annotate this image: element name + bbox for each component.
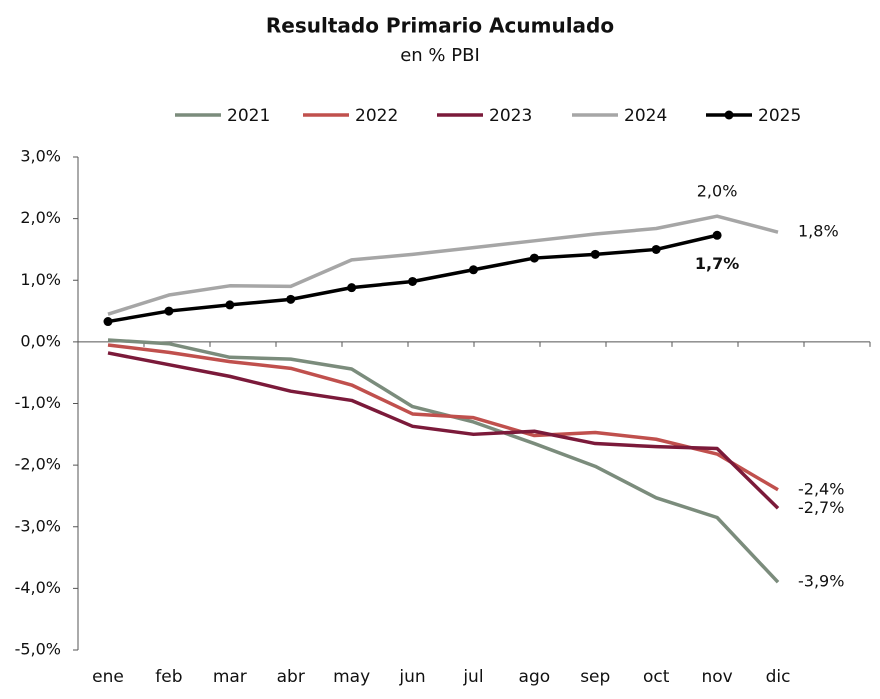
x-tick-label: oct <box>643 667 670 687</box>
chart-title: Resultado Primario Acumulado <box>266 14 614 38</box>
point-marker <box>408 276 418 286</box>
x-tick-label: jul <box>462 667 483 687</box>
legend-label: 2021 <box>227 106 270 126</box>
x-tick-label: dic <box>766 667 791 687</box>
legend-label: 2023 <box>489 106 532 126</box>
x-tick-label: ene <box>92 667 124 687</box>
x-tick-label: feb <box>155 667 182 687</box>
point-marker <box>468 265 478 275</box>
point-marker <box>164 306 174 316</box>
y-tick-label: 0,0% <box>20 331 61 350</box>
x-tick-label: jun <box>398 667 425 687</box>
point-marker <box>286 294 296 304</box>
x-tick-label: nov <box>701 667 732 687</box>
data-label: 2,0% <box>697 182 738 201</box>
y-tick-label: 2,0% <box>20 208 61 227</box>
data-label: -2,7% <box>798 498 844 517</box>
y-tick-label: 3,0% <box>20 147 61 166</box>
legend-label: 2025 <box>758 106 801 126</box>
point-marker <box>103 317 113 327</box>
x-tick-label: abr <box>277 667 305 687</box>
series-line <box>107 343 779 492</box>
legend-marker <box>724 110 734 120</box>
series-line <box>107 214 779 316</box>
legend-label: 2022 <box>355 106 398 126</box>
point-marker <box>712 230 722 240</box>
series-line <box>107 338 780 584</box>
point-marker <box>529 253 539 263</box>
point-marker <box>590 249 600 259</box>
chart-subtitle: en % PBI <box>400 45 480 66</box>
x-tick-label: mar <box>213 667 247 687</box>
x-tick-label: sep <box>580 667 610 687</box>
legend-label: 2024 <box>624 106 667 126</box>
y-tick-label: -4,0% <box>15 578 61 597</box>
series-line <box>107 351 780 510</box>
x-tick-label: may <box>333 667 370 687</box>
x-tick-label: ago <box>519 667 551 687</box>
y-tick-label: -5,0% <box>15 640 61 659</box>
point-marker <box>347 283 357 293</box>
data-label: 1,7% <box>695 254 739 273</box>
y-tick-label: -3,0% <box>15 516 61 535</box>
y-tick-label: -1,0% <box>15 393 61 412</box>
y-tick-label: 1,0% <box>20 270 61 289</box>
point-marker <box>225 300 235 310</box>
data-label: 1,8% <box>798 222 839 241</box>
point-marker <box>651 244 661 254</box>
data-label: -3,9% <box>798 572 844 591</box>
data-label: -2,4% <box>798 479 844 498</box>
y-tick-label: -2,0% <box>15 455 61 474</box>
